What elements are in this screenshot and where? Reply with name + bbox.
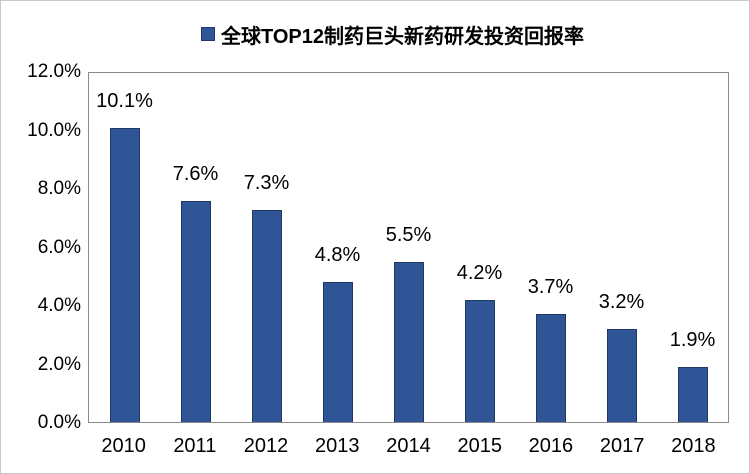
bar-group: 7.3% [231, 73, 302, 422]
bar-value-label: 3.7% [527, 276, 574, 299]
bar [109, 128, 140, 422]
bar-group: 3.7% [515, 73, 586, 422]
y-axis-tick-label: 4.0% [37, 295, 81, 316]
x-axis-tick-label: 2011 [173, 435, 217, 457]
bar [322, 282, 353, 422]
x-axis-tick-label: 2010 [101, 435, 146, 457]
bar-group: 5.5% [373, 73, 444, 422]
x-axis-labels: 2010 2011 2012 2013 2014 2015 2016 2017 2018 [88, 434, 729, 458]
legend-label: 全球TOP12制药巨头新药研发投资回报率 [221, 25, 584, 48]
bar-value-label: 4.2% [456, 261, 503, 284]
bar [251, 209, 282, 422]
x-axis-tick-label: 2016 [528, 435, 574, 457]
bar-group: 7.6% [160, 73, 231, 422]
bar [393, 262, 424, 422]
bar-group: 4.2% [444, 73, 515, 422]
bar [606, 328, 637, 422]
y-axis-tick-label: 12.0% [27, 61, 81, 82]
bar [535, 314, 566, 422]
y-axis-tick-label: 6.0% [37, 236, 81, 258]
chart-legend: 全球TOP12制药巨头新药研发投资回报率 [201, 22, 584, 48]
bar-group: 1.9% [657, 73, 728, 422]
x-axis-tick-label: 2013 [315, 435, 360, 457]
bar-value-label: 10.1% [96, 90, 153, 113]
x-axis-tick-label: 2018 [671, 435, 716, 457]
y-axis-tick-label: 2.0% [37, 353, 81, 375]
plot-area: 10.1% 7.6% 7.3% 4.8% 5.5% 4.2% 3.7% 3.2% 1.9% [88, 72, 729, 423]
x-axis-tick-label: 2012 [243, 435, 289, 457]
bar-group: 4.8% [302, 73, 373, 422]
bar-value-label: 7.6% [172, 162, 219, 185]
bar [180, 200, 211, 422]
bar-group: 10.1% [89, 73, 160, 422]
y-axis-tick-label: 8.0% [37, 178, 81, 199]
x-axis-tick-label: 2014 [386, 435, 431, 457]
y-axis-tick-label: 10.0% [27, 119, 81, 141]
x-axis-tick-label: 2015 [457, 435, 502, 457]
bar-value-label: 7.3% [243, 171, 290, 194]
y-axis-tick-label: 0.0% [37, 412, 81, 433]
bar-value-label: 1.9% [669, 328, 716, 351]
bar-value-label: 4.8% [314, 244, 361, 267]
bar [464, 299, 495, 422]
bar-value-label: 3.2% [598, 290, 645, 313]
bar [677, 366, 708, 422]
legend-marker-icon [201, 27, 215, 41]
x-axis-tick-label: 2017 [599, 435, 645, 457]
bar-group: 3.2% [586, 73, 657, 422]
bar-value-label: 5.5% [385, 224, 432, 247]
